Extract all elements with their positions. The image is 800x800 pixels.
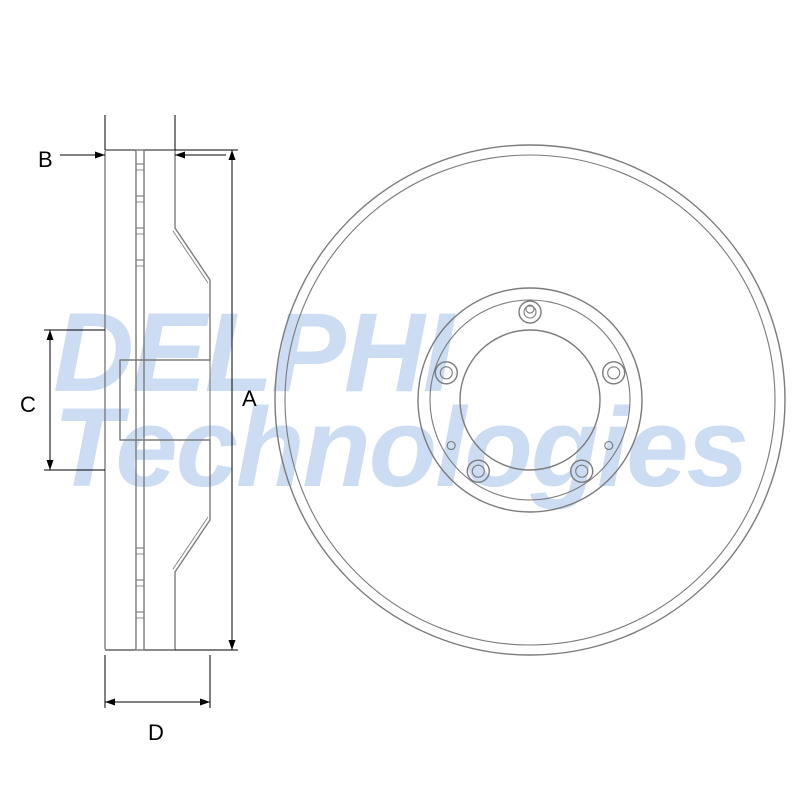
dimension-lines [44,115,238,708]
dimension-label-b: B [38,147,53,173]
side-view [105,150,210,650]
front-view [275,145,785,655]
dimension-label-d: D [148,720,164,746]
dimension-label-a: A [242,386,257,412]
brake-disc-diagram [0,0,800,800]
dimension-label-c: C [20,392,36,418]
stage: DELPHI Technologies A B C D [0,0,800,800]
